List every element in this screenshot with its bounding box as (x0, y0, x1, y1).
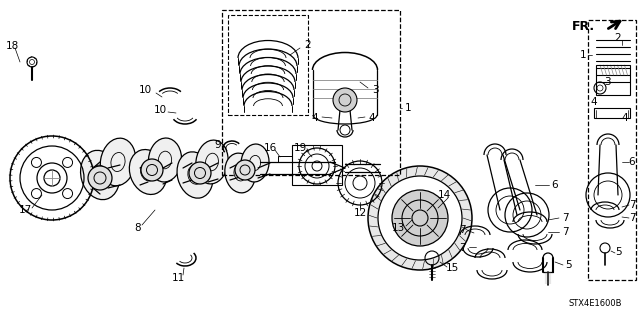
Text: 6: 6 (552, 180, 558, 190)
Circle shape (392, 190, 448, 246)
Text: 14: 14 (437, 190, 451, 200)
Text: 11: 11 (172, 273, 184, 283)
Text: 2: 2 (305, 40, 311, 50)
Ellipse shape (241, 144, 269, 182)
Ellipse shape (100, 138, 136, 186)
Text: FR.: FR. (572, 19, 595, 33)
Ellipse shape (129, 150, 166, 195)
Text: 4: 4 (591, 97, 597, 107)
Text: 4: 4 (621, 113, 628, 123)
Text: 5: 5 (564, 260, 572, 270)
Text: 10: 10 (154, 105, 166, 115)
Bar (222, 10, 400, 175)
Bar (588, 20, 636, 280)
Bar (596, 65, 630, 95)
Text: 3: 3 (372, 85, 378, 95)
Text: 16: 16 (264, 143, 276, 153)
Text: 4: 4 (369, 113, 375, 123)
Text: 7: 7 (562, 227, 568, 237)
Circle shape (189, 162, 211, 184)
Text: 6: 6 (628, 157, 636, 167)
Circle shape (88, 166, 112, 190)
Text: 19: 19 (293, 143, 307, 153)
Ellipse shape (177, 152, 213, 198)
Bar (594, 108, 630, 118)
Circle shape (368, 166, 472, 270)
Text: 7: 7 (562, 213, 568, 223)
Circle shape (235, 160, 255, 180)
Text: 7: 7 (459, 225, 465, 235)
Ellipse shape (196, 140, 228, 184)
Circle shape (378, 176, 462, 260)
Text: 10: 10 (138, 85, 152, 95)
Text: 5: 5 (614, 247, 621, 257)
Text: 13: 13 (392, 223, 404, 233)
Bar (228, 15, 308, 115)
Text: 15: 15 (445, 263, 459, 273)
Text: 7: 7 (459, 243, 465, 253)
Text: 2: 2 (614, 33, 621, 43)
Text: 12: 12 (353, 208, 367, 218)
Bar (278, 156, 292, 162)
Text: 9: 9 (214, 140, 221, 150)
Text: 17: 17 (19, 205, 31, 215)
Circle shape (333, 88, 357, 112)
Text: 1: 1 (404, 103, 412, 113)
Ellipse shape (225, 153, 255, 193)
Text: STX4E1600B: STX4E1600B (568, 299, 622, 308)
Text: 8: 8 (134, 223, 141, 233)
Text: 1: 1 (580, 50, 586, 60)
Text: 3: 3 (604, 77, 611, 87)
Text: 4: 4 (312, 113, 318, 123)
Text: 7: 7 (628, 213, 636, 223)
Text: 18: 18 (5, 41, 19, 51)
Text: 7: 7 (628, 200, 636, 210)
Ellipse shape (81, 150, 120, 200)
Bar (292, 145, 342, 185)
Circle shape (141, 159, 163, 181)
Ellipse shape (148, 138, 182, 182)
